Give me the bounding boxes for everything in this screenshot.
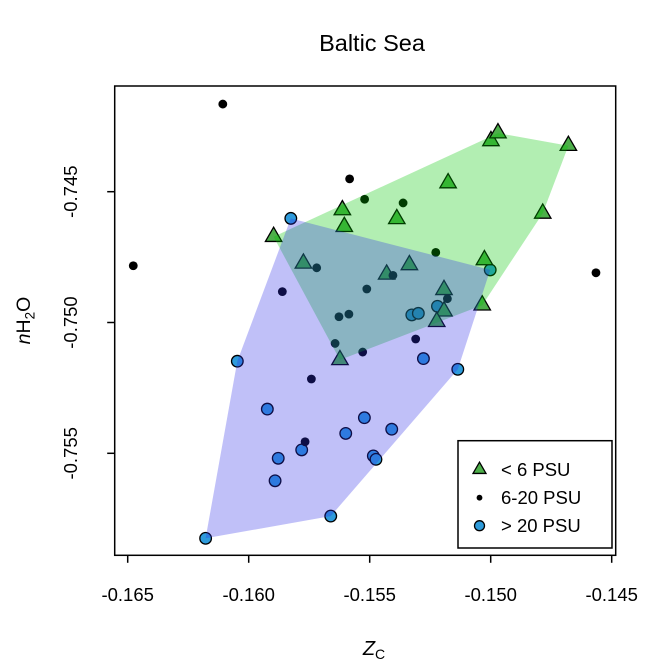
data-point-circle: [416, 352, 430, 366]
data-point-triangle: [488, 122, 508, 139]
x-axis-label-main: Z: [362, 638, 376, 660]
data-point-dot: [388, 271, 398, 280]
data-point-dot: [442, 294, 452, 304]
data-point-dot: [277, 287, 287, 297]
data-point-dot: [345, 174, 355, 184]
data-point-circle: [324, 509, 338, 523]
data-point-dot: [306, 374, 316, 384]
data-point-circle: [199, 531, 213, 545]
data-point-triangle: [434, 278, 454, 296]
data-point-circle: [451, 362, 465, 376]
data-point-triangle: [434, 300, 454, 317]
data-point-circle: [411, 306, 425, 320]
y-tick-label: -0.750: [60, 296, 81, 348]
x-tick-label: -0.150: [464, 584, 516, 605]
data-point-circle: [230, 354, 244, 368]
x-axis-label-subscript: C: [375, 646, 385, 662]
data-point-triangle: [330, 349, 350, 366]
y-tick-label: -0.745: [60, 165, 81, 217]
data-point-dot: [300, 437, 310, 447]
data-point-dot: [334, 312, 344, 322]
data-point-triangle: [559, 134, 578, 152]
data-point-triangle: [472, 294, 492, 311]
data-point-dot: [330, 339, 340, 348]
data-point-dot: [398, 198, 408, 208]
data-point-circle: [385, 422, 399, 436]
legend-label: > 20 PSU: [501, 515, 581, 536]
data-point-dot: [344, 309, 354, 319]
data-point-circle: [357, 411, 371, 425]
data-point-dot: [218, 99, 228, 109]
data-point-dot: [128, 261, 138, 271]
convex-hull-blue: [205, 218, 491, 539]
data-point-circle: [284, 211, 298, 225]
data-point-dot: [360, 194, 370, 204]
data-point-dot: [358, 347, 368, 357]
y-axis-label-suffix: O: [13, 297, 35, 312]
data-point-triangle: [438, 172, 458, 189]
data-point-triangle: [387, 208, 407, 225]
data-point-triangle: [427, 310, 447, 328]
x-tick-label: -0.160: [222, 584, 274, 605]
data-point-dot: [312, 263, 322, 273]
y-axis-label-main: H: [13, 319, 35, 333]
data-point-dot: [362, 284, 372, 294]
data-point-triangle: [264, 225, 283, 243]
legend-marker-circle: [473, 520, 486, 532]
y-axis-label-subscript: 2: [23, 312, 38, 320]
y-axis-label: nH2O: [13, 297, 38, 345]
convex-hull-green: [273, 133, 569, 360]
data-point-dot: [411, 334, 421, 344]
data-point-circle: [268, 474, 282, 488]
y-tick-label: -0.755: [60, 427, 81, 479]
x-axis-label: ZC: [362, 638, 385, 662]
legend-label: 6-20 PSU: [501, 487, 581, 508]
legend-marker-triangle: [471, 460, 488, 475]
data-point-triangle: [334, 215, 354, 233]
data-point-circle: [260, 402, 274, 416]
data-point-dot: [431, 247, 441, 257]
data-point-triangle: [481, 130, 501, 147]
x-tick-label: -0.155: [343, 584, 395, 605]
data-point-triangle: [294, 252, 313, 269]
data-point-circle: [369, 452, 383, 466]
data-point-circle: [339, 426, 353, 440]
data-point-circle: [271, 451, 285, 465]
data-point-triangle: [533, 202, 553, 219]
data-point-triangle: [333, 199, 352, 216]
data-point-dot: [591, 268, 601, 278]
plot-border: [113, 85, 617, 557]
x-tick-label: -0.145: [585, 584, 637, 605]
legend-label: < 6 PSU: [501, 459, 570, 480]
x-tick-label: -0.165: [101, 584, 153, 605]
data-point-triangle: [400, 254, 419, 271]
chart-title: Baltic Sea: [319, 30, 426, 56]
y-axis-label-prefix: n: [13, 333, 35, 344]
legend-box: [457, 439, 613, 549]
legend-marker-dot: [476, 494, 483, 501]
data-point-triangle: [475, 249, 494, 266]
